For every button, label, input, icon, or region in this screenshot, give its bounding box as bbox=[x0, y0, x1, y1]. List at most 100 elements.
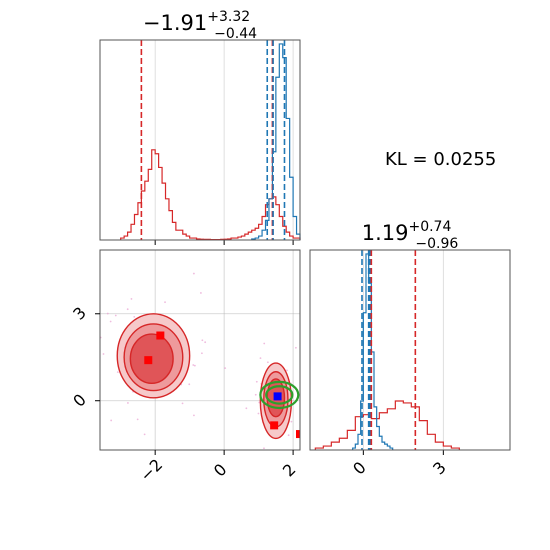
marginal-x-series-0-bin-12 bbox=[162, 183, 165, 240]
marginal-x-series-0-bin-2 bbox=[128, 232, 131, 240]
marginal-x-series-0-bin-10 bbox=[155, 154, 158, 240]
joint-sample-point bbox=[109, 320, 112, 323]
kl-text: KL = 0.0255 bbox=[385, 149, 496, 170]
joint-sample-point bbox=[263, 342, 266, 345]
marginal-y-tick-label-1: 3 bbox=[429, 458, 450, 479]
marginal-x-series-0-bin-8 bbox=[148, 169, 151, 240]
joint-red-marker-2 bbox=[270, 421, 279, 430]
joint-sample-point bbox=[126, 402, 129, 404]
joint-sample-point bbox=[263, 454, 265, 456]
joint-plot-area bbox=[100, 272, 317, 516]
joint-x-tick-label-2: 2 bbox=[279, 460, 300, 481]
joint-sample-point bbox=[286, 369, 288, 372]
marginal-x-series-0-bin-17 bbox=[179, 230, 182, 240]
marginal-x-series-1-bin-2 bbox=[259, 236, 262, 240]
marginal-y-series-0-bin-13 bbox=[419, 421, 427, 450]
marginal-x-series-1-bin-3 bbox=[262, 230, 265, 240]
marginal-y-series-0-bin-14 bbox=[427, 434, 435, 450]
joint-sample-point bbox=[106, 312, 109, 315]
joint-sample-point bbox=[164, 301, 166, 304]
joint-sample-point bbox=[266, 361, 269, 364]
joint-sample-point bbox=[201, 352, 203, 355]
marginal-y-series-1-bin-8 bbox=[374, 407, 377, 450]
marginal-x-series-1-bin-11 bbox=[290, 177, 293, 240]
marginal-y-frame bbox=[309, 249, 511, 451]
marginal-y-series-1-bin-11 bbox=[382, 442, 385, 450]
joint-sample-point bbox=[272, 514, 274, 516]
marginal-x-series-1-bin-8 bbox=[279, 44, 282, 240]
marginal-x-series-1-bin-13 bbox=[297, 234, 300, 240]
joint-x-tick-label-1: 0 bbox=[210, 460, 231, 481]
marginal-x-series-0-bin-16 bbox=[176, 230, 179, 240]
joint-sample-point bbox=[315, 400, 317, 402]
marginal-y-series-0-bin-4 bbox=[347, 430, 355, 450]
marginal-y-series-1 bbox=[352, 253, 394, 450]
marginal-x-title-median: −1.91 bbox=[143, 11, 207, 35]
joint-red-marker-1 bbox=[156, 331, 165, 340]
joint-sample-point bbox=[255, 380, 258, 383]
marginal-x-series-0-bin-7 bbox=[145, 181, 148, 240]
marginal-x-title-plus: +3.32 bbox=[207, 9, 250, 25]
marginal-x-series-0-bin-35 bbox=[241, 236, 244, 240]
joint-sample-point bbox=[110, 419, 113, 422]
marginal-y-series-0 bbox=[314, 400, 460, 450]
marginal-x-title-minus: −0.44 bbox=[214, 26, 257, 42]
marginal-x-series-1 bbox=[251, 43, 301, 240]
joint-sample-point bbox=[192, 272, 195, 275]
marginal-x-series-1-bin-10 bbox=[286, 118, 289, 240]
marginal-y-series-0-bin-2 bbox=[331, 442, 339, 450]
marginal-x-panel bbox=[99, 39, 301, 245]
marginal-y-series-0-bin-9 bbox=[387, 409, 395, 450]
joint-y-tick-label-1: 3 bbox=[69, 303, 90, 324]
joint-sample-point bbox=[295, 346, 297, 349]
joint-sample-point bbox=[126, 308, 129, 311]
marginal-y-series-1-bin-12 bbox=[385, 444, 388, 450]
marginal-x-series-0-bin-36 bbox=[245, 234, 248, 240]
joint-sample-point bbox=[245, 407, 248, 410]
joint-sample-point bbox=[201, 339, 204, 342]
joint-red-marker-3 bbox=[296, 430, 300, 439]
marginal-x-series-0-bin-15 bbox=[172, 222, 175, 240]
marginal-y-series-1-bin-4 bbox=[363, 313, 366, 450]
joint-sample-point bbox=[259, 357, 262, 360]
joint-sample-point bbox=[193, 364, 196, 367]
marginal-x-frame bbox=[99, 39, 301, 241]
joint-frame bbox=[99, 249, 301, 451]
marginal-y-title-minus: −0.96 bbox=[415, 236, 458, 252]
joint-sample-point bbox=[263, 447, 265, 450]
marginal-y-series-0-bin-16 bbox=[443, 446, 451, 450]
marginal-x-series-0-bin-14 bbox=[169, 211, 172, 240]
marginal-y-series-0-bin-15 bbox=[435, 442, 443, 450]
joint-sample-point bbox=[102, 353, 105, 355]
joint-sample-point bbox=[290, 420, 293, 423]
joint-sample-point bbox=[272, 452, 274, 454]
marginal-x-series-0-bin-3 bbox=[131, 224, 134, 240]
marginal-x-series-0-bin-18 bbox=[183, 234, 186, 240]
joint-sample-point bbox=[143, 433, 146, 436]
joint-green-contour-1 bbox=[265, 385, 294, 405]
joint-blue-marker-0 bbox=[273, 392, 282, 401]
marginal-y-series-1-bin-1 bbox=[355, 444, 358, 450]
marginal-x-series-0-bin-4 bbox=[134, 215, 137, 240]
marginal-x-series-0-bin-19 bbox=[186, 236, 189, 240]
joint-red-marker-0 bbox=[144, 356, 153, 365]
joint-sample-point bbox=[114, 314, 117, 317]
joint-sample-point bbox=[287, 434, 290, 437]
joint-sample-point bbox=[224, 367, 227, 370]
marginal-y-title-median: 1.19 bbox=[362, 221, 409, 245]
marginal-y-series-1-bin-2 bbox=[358, 434, 361, 450]
joint-sample-point bbox=[116, 371, 119, 374]
marginal-x-series-0-bin-13 bbox=[166, 199, 169, 240]
joint-sample-point bbox=[254, 393, 257, 396]
joint-sample-point bbox=[136, 418, 139, 421]
marginal-y-series-0-bin-11 bbox=[403, 403, 411, 450]
joint-sample-point bbox=[130, 298, 133, 300]
marginal-x-title: −1.91+3.32 −0.44 bbox=[143, 9, 257, 42]
marginal-x-series-1-bin-7 bbox=[276, 77, 279, 240]
marginal-y-tick-label-0: 0 bbox=[349, 458, 370, 479]
joint-sample-point bbox=[193, 414, 195, 417]
marginal-y-series-1-bin-9 bbox=[377, 426, 380, 450]
marginal-x-series-1-bin-12 bbox=[293, 216, 296, 240]
